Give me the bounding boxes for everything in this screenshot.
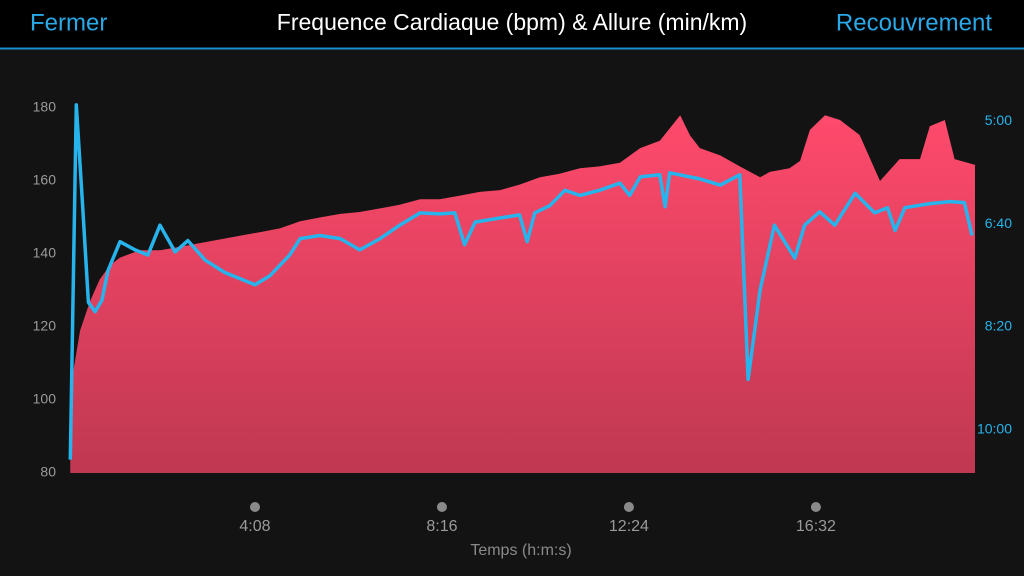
y-tick-label: 140 [33,245,57,261]
x-tick-dot [623,502,634,512]
y2-tick-label: 8:20 [985,318,1012,334]
y2-tick-label: 5:00 [985,112,1012,128]
x-tick-label: 4:08 [239,518,270,535]
pace-line [68,103,974,460]
y2-tick-label: 10:00 [977,421,1012,437]
y-tick-label: 80 [40,464,56,480]
y-tick-label: 120 [33,318,57,334]
y2-tick-label: 6:40 [985,215,1012,231]
recovery-button[interactable]: Recouvrement [836,9,992,36]
y-tick-label: 100 [33,391,57,407]
x-tick-dot [810,502,821,512]
x-tick-label: 8:16 [426,518,457,535]
x-tick-label: 12:24 [609,518,649,535]
y-tick-label: 160 [33,172,57,188]
heart-rate-shade [70,115,976,474]
x-tick-dot [436,502,447,512]
x-axis-label: Temps (h:m:s) [470,542,571,559]
screen-title: Frequence Cardiaque (bpm) & Allure (min/… [277,9,747,35]
header-bar [0,0,1024,48]
y-tick-label: 180 [33,99,57,115]
x-tick-dot [249,502,260,512]
x-tick-label: 16:32 [796,518,836,535]
close-button[interactable]: Fermer [30,9,107,36]
